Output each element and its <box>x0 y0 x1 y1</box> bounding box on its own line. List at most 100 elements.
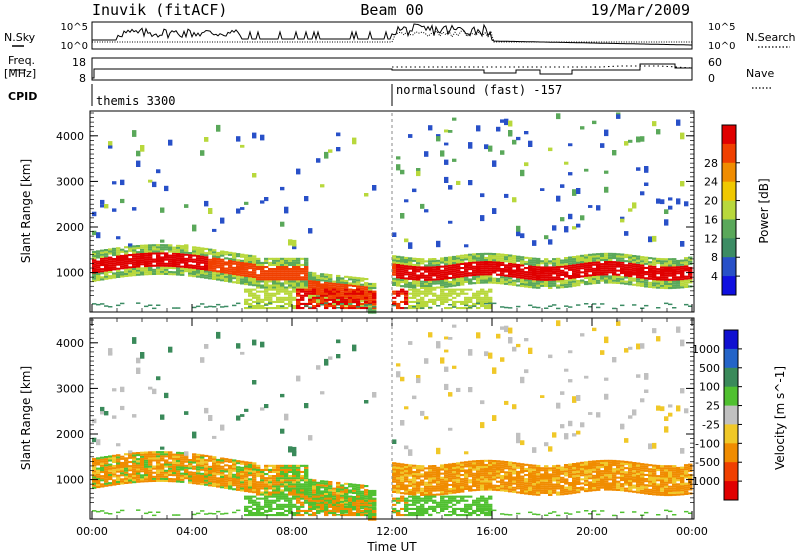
power-cell <box>500 150 505 155</box>
power-cell <box>672 276 677 279</box>
velocity-cell <box>412 501 417 504</box>
velocity-cell <box>472 501 477 504</box>
power-cell <box>456 257 461 260</box>
power-cell <box>440 271 445 274</box>
power-cell <box>448 262 453 265</box>
velocity-cell <box>476 478 481 481</box>
velocity-cell <box>476 507 481 510</box>
power-cell <box>664 258 669 261</box>
power-cell <box>112 251 117 254</box>
velocity-cell <box>140 474 145 477</box>
power-cell <box>580 281 585 284</box>
velocity-cell <box>432 481 437 484</box>
power-cell <box>168 246 173 249</box>
power-cell <box>420 282 425 285</box>
power-cell <box>572 284 577 287</box>
power-cell <box>140 244 145 247</box>
velocity-cell <box>216 463 221 466</box>
velocity-cell <box>360 509 365 512</box>
velocity-cell <box>132 470 137 473</box>
velocity-cell <box>156 471 161 474</box>
power-cell <box>132 263 137 266</box>
power-cell <box>364 304 369 306</box>
velocity-cell <box>544 473 549 476</box>
velocity-cell <box>264 485 269 488</box>
power-cell <box>444 300 449 303</box>
power-cell <box>688 281 693 284</box>
power-cell <box>196 253 201 256</box>
velocity-cell <box>200 464 205 467</box>
power-cell <box>336 292 341 295</box>
velocity-cell <box>424 501 429 504</box>
power-cell <box>472 255 477 258</box>
velocity-cell <box>296 466 301 469</box>
velocity-cell <box>552 467 557 470</box>
velocity-cell <box>480 512 485 515</box>
velocity-cell <box>132 456 137 459</box>
velocity-cell <box>464 451 469 455</box>
power-cell <box>184 244 189 249</box>
velocity-cell <box>412 481 417 484</box>
power-cell <box>612 281 617 284</box>
power-cell <box>408 292 413 295</box>
power-cell <box>100 251 105 254</box>
velocity-cell <box>516 477 521 480</box>
velocity-cell <box>568 379 573 383</box>
velocity-cell <box>296 479 301 482</box>
power-cell <box>512 283 517 286</box>
power-cell <box>664 262 669 265</box>
power-cell <box>120 198 125 204</box>
velocity-cell <box>108 457 113 460</box>
velocity-cell <box>356 513 361 515</box>
power-cell <box>604 279 609 282</box>
power-cell <box>476 257 481 260</box>
velocity-cell <box>488 484 493 487</box>
power-cell <box>540 282 545 285</box>
velocity-cell <box>180 466 185 469</box>
power-cell <box>264 257 269 260</box>
power-cell <box>296 286 301 289</box>
velocity-cell <box>172 472 177 475</box>
velocity-cell <box>488 352 493 359</box>
power-cell <box>128 254 133 257</box>
velocity-cell <box>256 503 261 506</box>
power-cell <box>104 277 109 280</box>
power-cell <box>304 272 309 275</box>
velocity-cell <box>504 481 509 484</box>
power-cell <box>412 270 417 273</box>
velocity-cell <box>568 490 573 493</box>
velocity-cell <box>524 369 529 374</box>
power-cell <box>396 280 401 283</box>
power-cell <box>528 304 533 307</box>
velocity-data-cells <box>92 319 693 521</box>
power-cell <box>396 164 401 171</box>
velocity-cell <box>504 475 509 478</box>
velocity-cell <box>476 486 481 489</box>
velocity-cell <box>432 465 437 468</box>
power-cell <box>668 260 673 263</box>
power-cell <box>156 250 161 253</box>
velocity-cell <box>352 496 357 499</box>
power-cell <box>92 279 97 282</box>
velocity-cell <box>100 485 105 488</box>
velocity-cell <box>148 386 153 390</box>
velocity-cell <box>328 512 333 515</box>
power-cell <box>660 274 665 277</box>
power-cell <box>112 264 117 267</box>
velocity-cell <box>296 509 301 512</box>
velocity-cell <box>248 468 253 471</box>
velocity-cell <box>488 482 493 485</box>
velocity-cell <box>428 505 433 508</box>
power-cell <box>268 300 273 303</box>
power-cell <box>452 158 457 162</box>
power-cell <box>248 281 253 284</box>
power-cell <box>596 306 601 309</box>
power-cell <box>664 268 669 271</box>
power-cell <box>548 266 553 269</box>
power-cell <box>636 261 641 264</box>
power-cell <box>488 277 493 280</box>
power-cell <box>408 288 413 291</box>
velocity-cell <box>112 469 117 472</box>
power-cell <box>184 259 189 262</box>
power-cell <box>536 257 541 260</box>
